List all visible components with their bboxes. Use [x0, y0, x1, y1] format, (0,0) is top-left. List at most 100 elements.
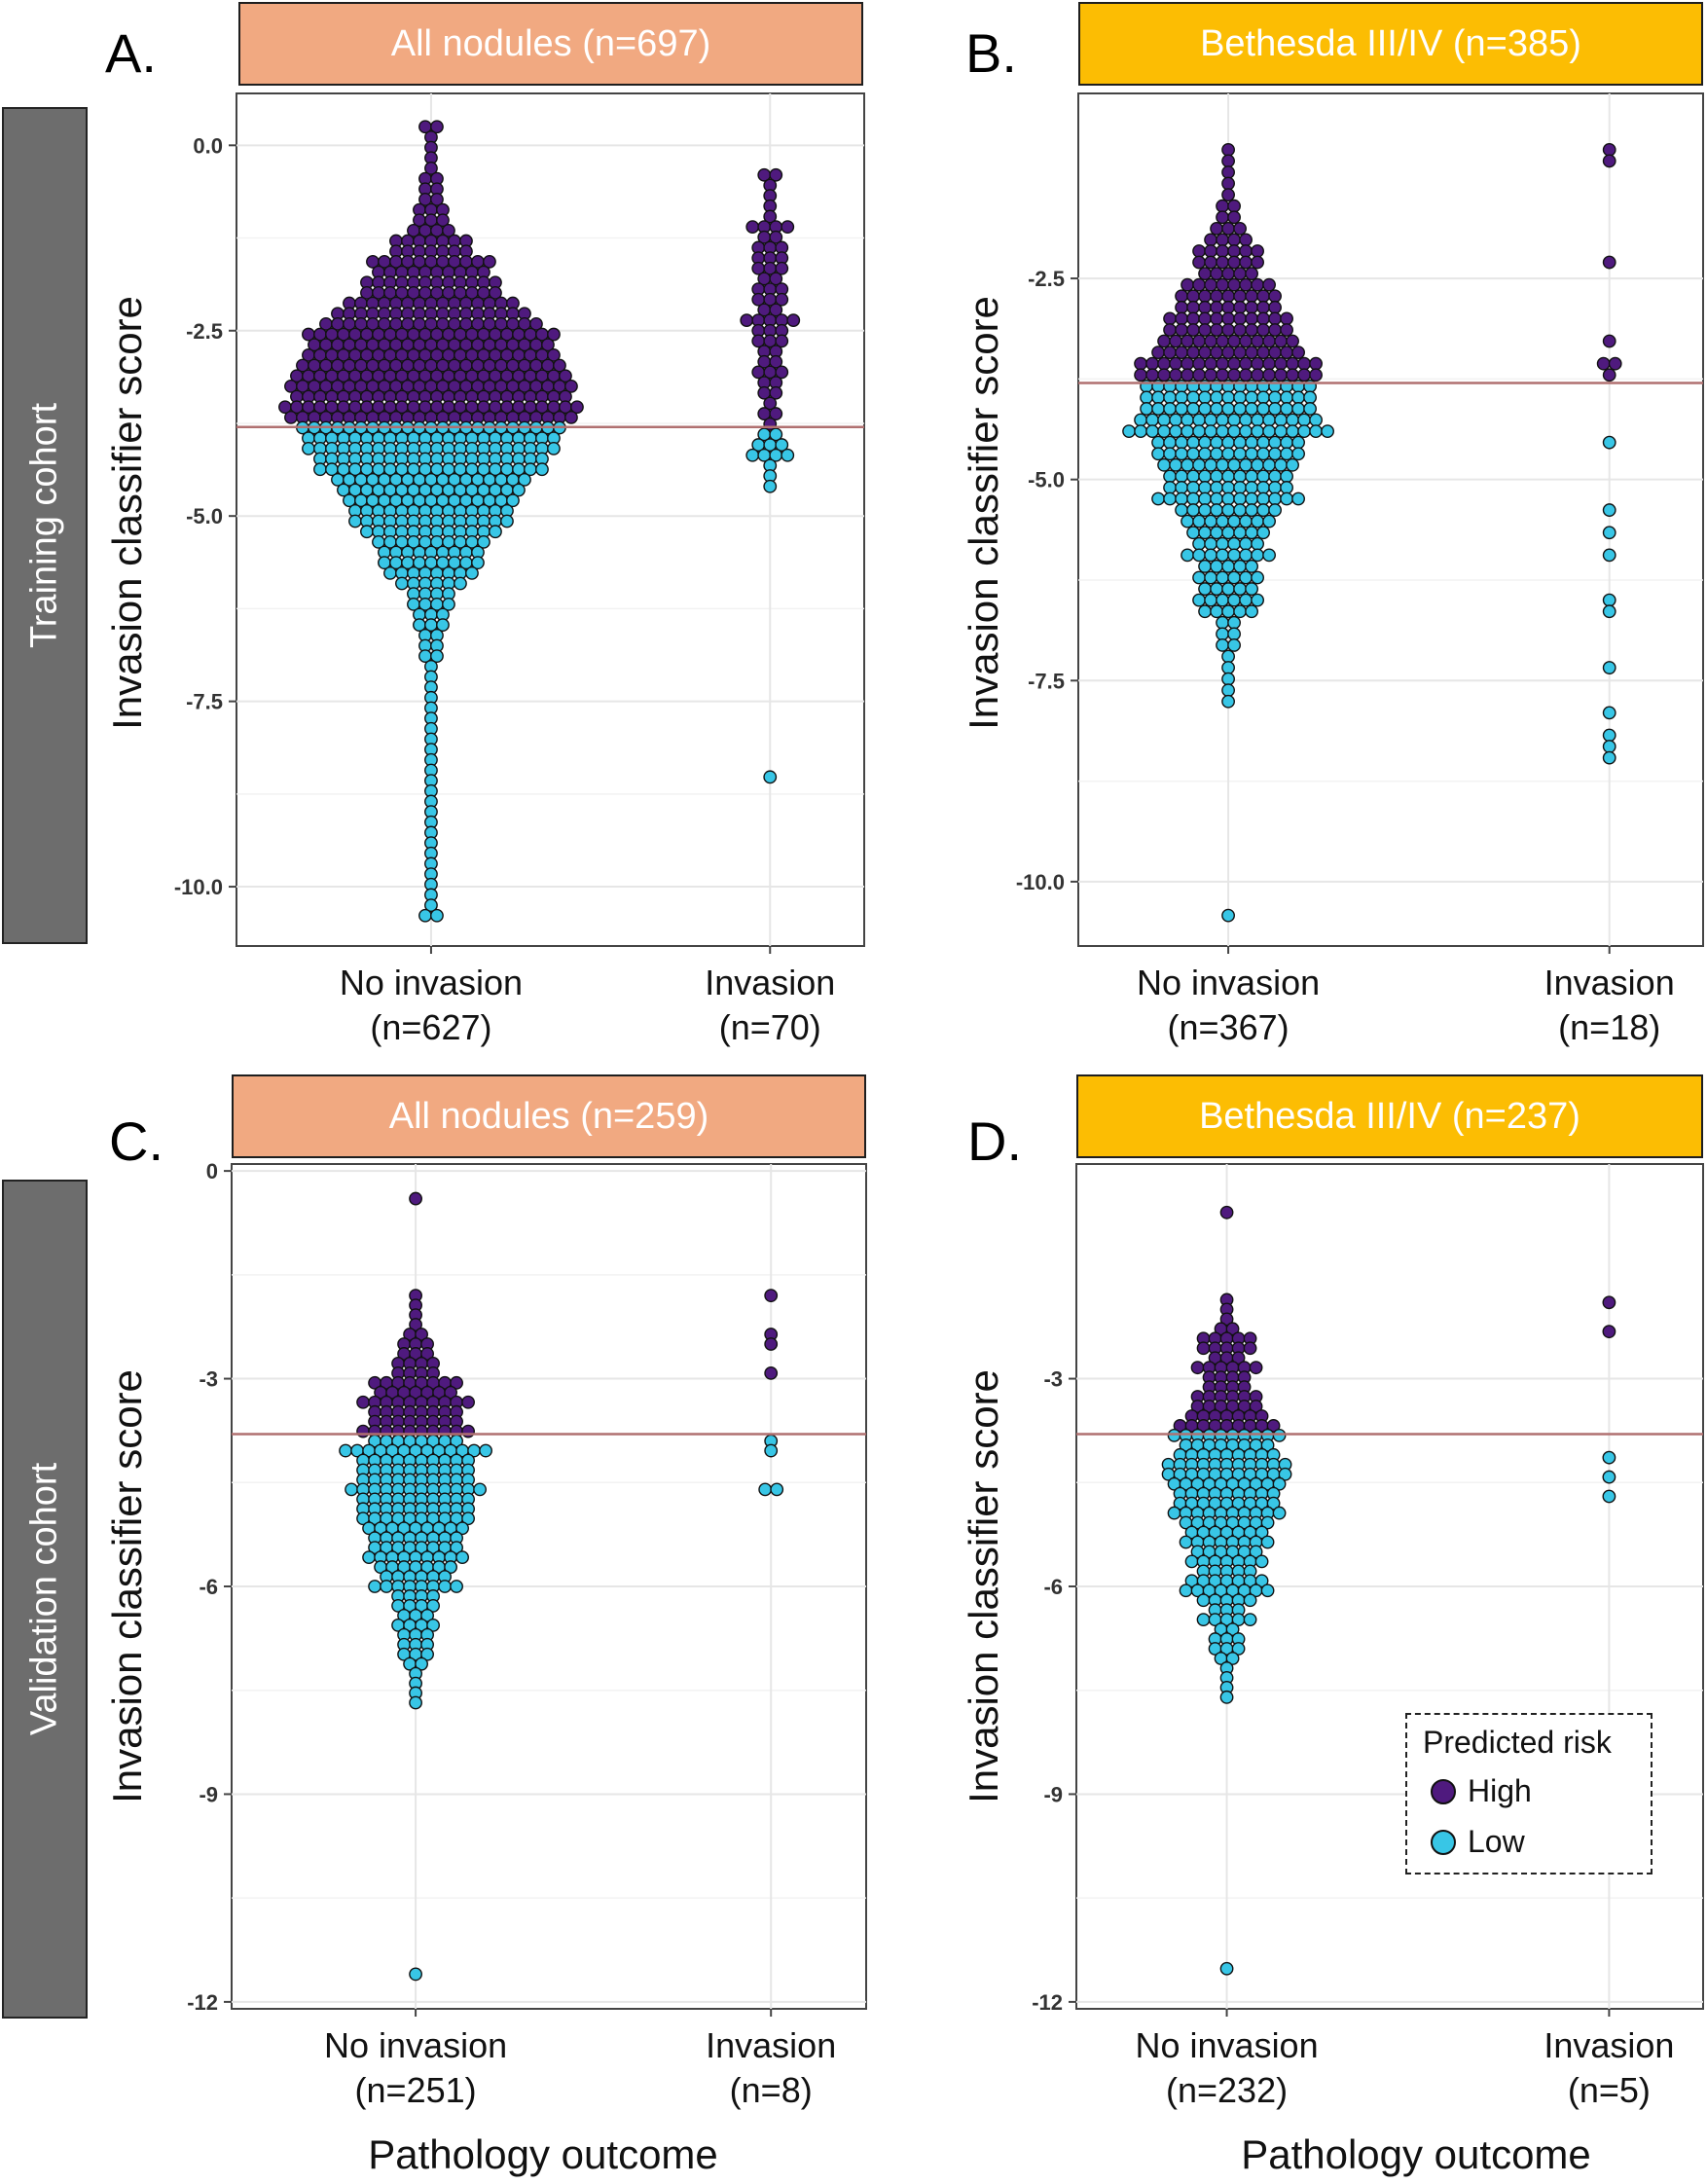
legend-low-label: Low: [1468, 1824, 1525, 1859]
data-point: [489, 525, 502, 539]
data-point: [1602, 604, 1616, 619]
data-point: [420, 1347, 434, 1361]
data-point: [1602, 503, 1616, 517]
data-point: [450, 1580, 463, 1593]
data-point: [775, 438, 789, 452]
legend-title: Predicted risk: [1423, 1725, 1612, 1760]
data-point: [769, 385, 783, 400]
data-point: [465, 565, 479, 580]
data-point: [442, 224, 455, 237]
data-point: [489, 286, 502, 300]
panel-letter-d: D.: [967, 1110, 1022, 1172]
data-point: [1243, 1341, 1257, 1356]
data-point: [775, 292, 789, 307]
y-tick-label: -9: [199, 1782, 218, 1806]
data-point: [1309, 368, 1323, 382]
data-point: [1260, 1438, 1275, 1452]
data-point: [1602, 548, 1616, 563]
data-point: [769, 427, 783, 442]
data-point: [535, 462, 549, 477]
data-point: [424, 898, 438, 913]
x-category-label: Invasion: [706, 2025, 836, 2065]
y-tick-label: -10.0: [174, 875, 223, 899]
y-tick-label: -7.5: [1028, 669, 1065, 693]
data-point: [1280, 323, 1293, 337]
data-point: [1256, 526, 1270, 540]
data-point: [564, 379, 578, 393]
data-point: [1196, 1593, 1211, 1608]
data-point: [1602, 1325, 1616, 1339]
data-point: [473, 1482, 487, 1497]
data-point: [1262, 277, 1276, 292]
data-point: [426, 1618, 440, 1632]
x-category-label: No invasion: [324, 2025, 507, 2065]
data-point: [444, 1560, 457, 1574]
data-point: [455, 1550, 469, 1565]
data-point: [1266, 1419, 1281, 1433]
data-point: [1219, 1961, 1234, 1976]
data-point: [775, 261, 789, 275]
data-point: [553, 358, 566, 373]
x-category-label: Invasion: [1544, 2025, 1674, 2065]
data-point: [506, 493, 520, 508]
legend-item-low: Low: [1431, 1824, 1525, 1860]
data-point: [1196, 1341, 1211, 1356]
data-point: [430, 120, 444, 134]
data-point: [763, 770, 778, 784]
data-point: [409, 1695, 422, 1710]
data-point: [1227, 210, 1241, 225]
data-point: [1219, 1312, 1234, 1327]
data-point: [764, 1365, 779, 1380]
data-point: [1268, 503, 1282, 517]
data-point: [781, 448, 795, 462]
data-point: [1303, 402, 1317, 416]
data-point: [1245, 604, 1258, 619]
panel-d-strip: Bethesda III/IV (n=237): [1076, 1074, 1703, 1158]
y-tick-label: -9: [1043, 1782, 1063, 1806]
x-category-label: (n=8): [730, 2070, 813, 2110]
panel-c-strip: All nodules (n=259): [232, 1074, 866, 1158]
panel-letter-a: A.: [105, 22, 157, 84]
y-tick-label: -5.0: [186, 504, 223, 528]
data-point: [1602, 526, 1616, 540]
data-point: [1602, 255, 1616, 270]
data-point: [1321, 424, 1334, 438]
data-point: [1196, 1613, 1211, 1627]
data-point: [529, 317, 543, 331]
data-point: [547, 347, 561, 362]
data-point: [444, 1385, 457, 1400]
y-axis-title: Invasion classifier score: [104, 296, 150, 730]
data-point: [1167, 1506, 1181, 1520]
panel-a-strip: All nodules (n=697): [238, 2, 863, 86]
x-category-label: No invasion: [340, 963, 523, 1002]
data-point: [461, 1511, 475, 1526]
data-point: [570, 400, 584, 415]
data-point: [541, 338, 555, 352]
y-tick-label: 0: [206, 1159, 218, 1183]
data-point: [1254, 1574, 1269, 1588]
data-point: [426, 1599, 440, 1613]
data-point: [436, 213, 450, 228]
y-tick-label: -2.5: [1028, 267, 1065, 291]
data-point: [1272, 1476, 1287, 1491]
data-point: [1602, 750, 1616, 765]
data-point: [483, 255, 496, 269]
data-point: [763, 479, 778, 493]
x-category-label: (n=232): [1166, 2070, 1288, 2110]
data-point: [454, 576, 467, 591]
x-category-label: (n=367): [1168, 1007, 1289, 1047]
data-point: [1225, 1652, 1240, 1665]
y-axis-title: Invasion classifier score: [961, 1369, 1006, 1803]
y-tick-label: -12: [187, 1990, 218, 2015]
panel-b-strip: Bethesda III/IV (n=385): [1078, 2, 1703, 86]
data-point: [1249, 1361, 1263, 1375]
y-axis-title: Invasion classifier score: [104, 1369, 150, 1803]
data-point: [1266, 1496, 1281, 1511]
data-point: [1291, 346, 1305, 360]
data-point: [763, 209, 778, 224]
data-point: [1179, 1583, 1193, 1598]
data-point: [763, 396, 778, 411]
